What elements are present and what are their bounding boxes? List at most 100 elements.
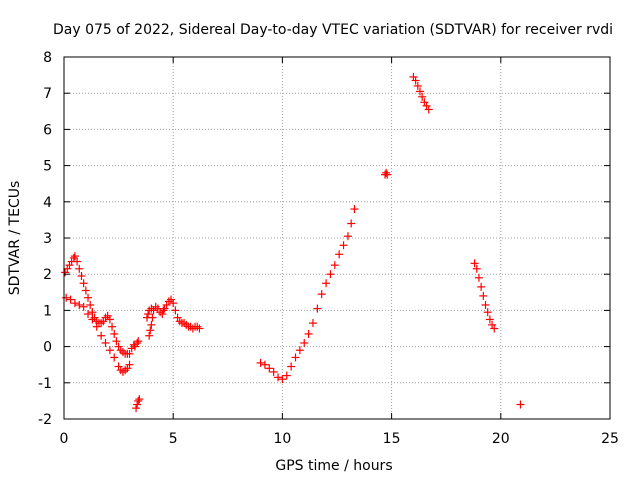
data-point	[291, 353, 300, 362]
x-tick-label: 20	[492, 431, 510, 447]
data-point	[418, 92, 427, 101]
data-point	[260, 360, 269, 369]
x-tick-label: 15	[383, 431, 401, 447]
data-point	[282, 371, 291, 380]
data-point	[147, 320, 156, 329]
data-point	[75, 300, 84, 309]
data-point	[112, 337, 121, 346]
data-point	[339, 241, 348, 250]
y-axis-label: SDTVAR / TECUs	[7, 181, 23, 296]
data-point	[101, 313, 110, 322]
data-point	[133, 400, 142, 409]
y-tick-label: 4	[43, 195, 52, 211]
data-point	[146, 326, 155, 335]
data-point	[409, 72, 418, 81]
data-point	[326, 270, 335, 279]
data-point	[171, 306, 180, 315]
points-layer	[61, 72, 525, 413]
data-point	[65, 261, 74, 270]
data-point	[79, 279, 88, 288]
data-point	[114, 342, 123, 351]
data-point	[134, 396, 143, 405]
data-point	[151, 302, 160, 311]
data-point	[129, 340, 138, 349]
data-point	[99, 317, 108, 326]
data-point	[79, 302, 88, 311]
data-point	[118, 367, 127, 376]
data-point	[411, 76, 420, 85]
data-point	[105, 315, 114, 324]
data-point	[300, 338, 309, 347]
data-point	[101, 338, 110, 347]
data-point	[159, 306, 168, 315]
data-point	[110, 329, 119, 338]
data-point	[308, 319, 317, 328]
data-point	[479, 291, 488, 300]
y-tick-label: -1	[38, 376, 52, 392]
data-point	[256, 358, 265, 367]
data-point	[108, 322, 117, 331]
data-point	[73, 257, 82, 266]
y-tick-label: 2	[43, 267, 52, 283]
data-point	[66, 295, 75, 304]
y-tick-label: -2	[38, 412, 52, 428]
y-tick-label: 8	[43, 50, 52, 66]
data-point	[295, 346, 304, 355]
data-point	[422, 101, 431, 110]
data-point	[97, 331, 106, 340]
data-point	[287, 362, 296, 371]
y-tick-label: 3	[43, 231, 52, 247]
data-point	[147, 304, 156, 313]
data-point	[424, 105, 433, 114]
data-point	[121, 366, 130, 375]
data-point	[335, 250, 344, 259]
data-point	[69, 253, 78, 262]
data-point	[317, 290, 326, 299]
data-point	[415, 87, 424, 96]
data-point	[347, 219, 356, 228]
x-axis-label: GPS time / hours	[275, 458, 392, 474]
data-point	[278, 375, 287, 384]
data-point	[134, 337, 143, 346]
data-point	[103, 311, 112, 320]
data-point	[265, 364, 274, 373]
data-point	[132, 404, 141, 413]
data-point	[488, 320, 497, 329]
data-point	[70, 299, 79, 308]
data-point	[81, 286, 90, 295]
data-point	[169, 299, 178, 308]
data-point	[490, 324, 499, 333]
data-point	[269, 367, 278, 376]
data-point	[420, 98, 429, 107]
data-point	[472, 264, 481, 273]
data-point	[90, 313, 99, 322]
y-tick-label: 0	[43, 340, 52, 356]
data-point	[88, 315, 97, 324]
data-point	[313, 304, 322, 313]
data-point	[483, 308, 492, 317]
data-point	[343, 232, 352, 241]
y-tick-label: 6	[43, 122, 52, 138]
data-point	[470, 259, 479, 268]
data-point	[97, 319, 106, 328]
data-point	[133, 338, 142, 347]
data-point	[84, 310, 93, 319]
data-point	[145, 331, 154, 340]
data-point	[173, 313, 182, 322]
data-point	[92, 322, 101, 331]
data-point	[477, 282, 486, 291]
data-point	[123, 364, 132, 373]
data-point	[84, 293, 93, 302]
grid-layer	[64, 57, 610, 419]
data-point	[195, 324, 204, 333]
data-point	[182, 320, 191, 329]
data-point	[516, 400, 525, 409]
data-point	[474, 273, 483, 282]
data-point	[61, 268, 70, 277]
y-tick-label: 1	[43, 303, 52, 319]
chart-title: Day 075 of 2022, Sidereal Day-to-day VTE…	[53, 22, 613, 38]
data-point	[158, 310, 167, 319]
y-tick-label: 7	[43, 86, 52, 102]
data-point	[175, 317, 184, 326]
